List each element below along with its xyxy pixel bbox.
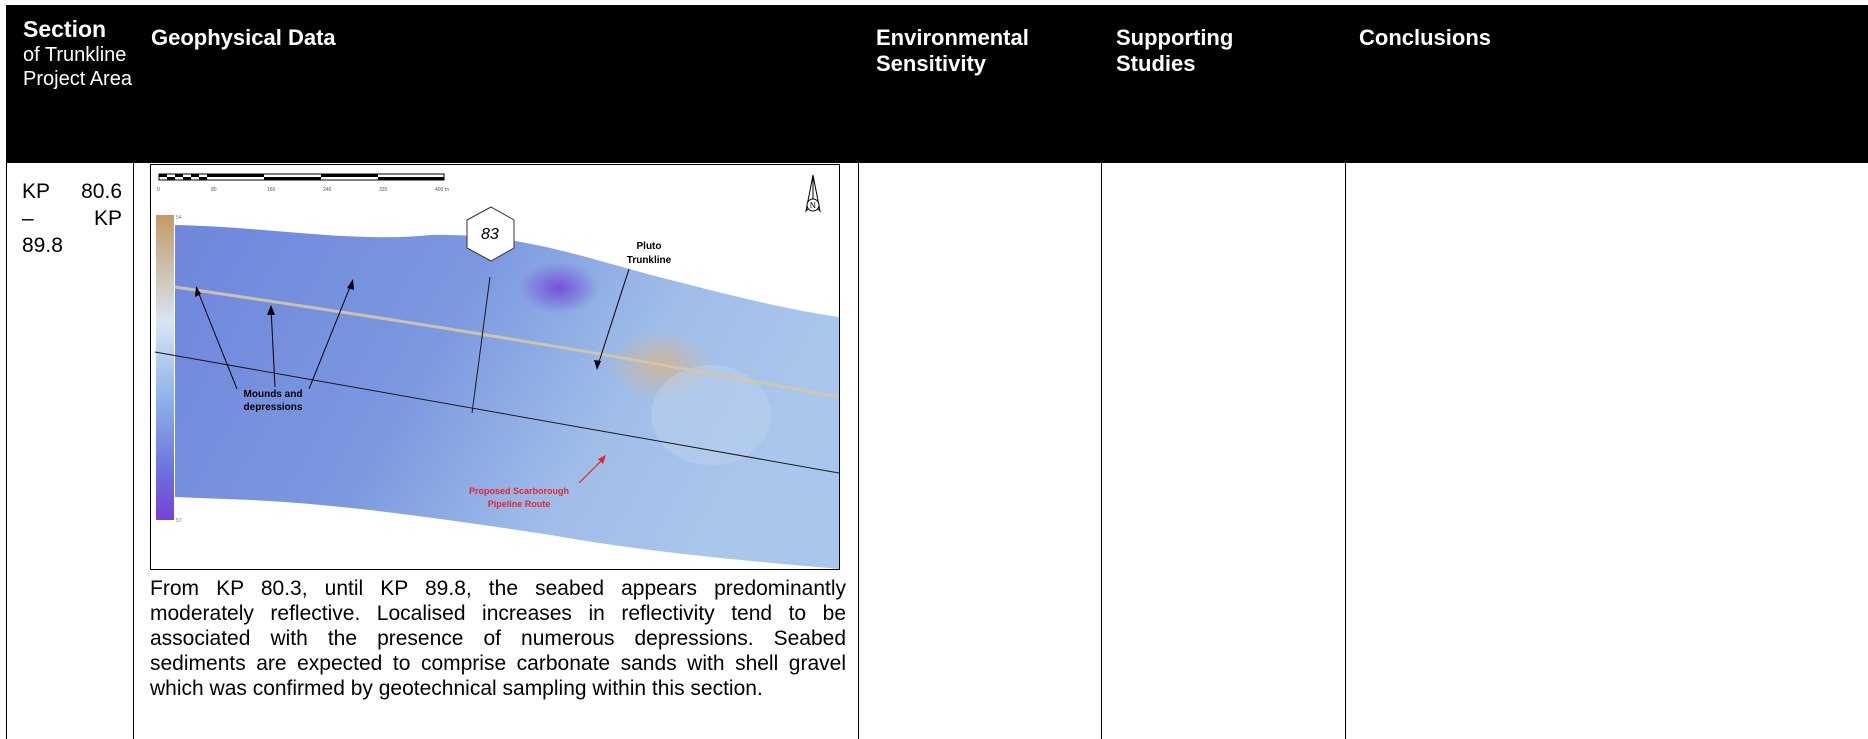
column-divider: [1101, 163, 1102, 739]
header-geophysical-data: Geophysical Data: [151, 25, 336, 50]
depth-tick-label: 54: [176, 215, 182, 221]
proposed-route-line: [154, 351, 839, 474]
scale-tick-label: 0: [157, 187, 160, 193]
north-label: N: [810, 201, 816, 210]
table-header: Section of Trunkline Project Area Geophy…: [6, 5, 1868, 163]
route-label: Proposed Scarborough: [469, 486, 569, 496]
bathymetry-map: 0 80 160 240 320 400 m N 54 55 56 57: [154, 173, 839, 569]
scale-tick-label: 80: [211, 187, 217, 193]
seabed-bathymetry-figure: 0 80 160 240 320 400 m N 54 55 56 57: [150, 164, 840, 570]
kp-marker: 83: [466, 206, 515, 262]
pluto-label: Pluto: [637, 241, 662, 252]
kp-marker-label: 83: [481, 226, 499, 243]
header-section-rest: of Trunkline Project Area: [23, 44, 132, 90]
route-label: Pipeline Route: [488, 499, 551, 509]
mounds-label: Mounds and: [244, 389, 303, 400]
column-divider: [1345, 163, 1346, 739]
column-divider: [133, 163, 134, 739]
header-section-of-trunkline: Section of Trunkline Project Area: [23, 17, 133, 91]
kp-text: 80.6: [81, 180, 122, 203]
header-environmental-sensitivity: Environmental Sensitivity: [876, 25, 1029, 76]
geophysical-description: From KP 80.3, until KP 89.8, the seabed …: [150, 577, 846, 700]
scale-tick-label: 160: [267, 187, 276, 193]
pluto-label: Trunkline: [627, 255, 672, 266]
depth-tick-label: 57: [176, 518, 182, 524]
kp-text: 89.8: [22, 234, 63, 257]
table-border-left: [6, 163, 7, 739]
scale-tick-label: 320: [379, 187, 388, 193]
kp-text: KP: [22, 180, 51, 203]
scale-tick-label: 240: [323, 187, 332, 193]
header-section-bold: Section: [23, 16, 107, 42]
scale-bar: 0 80 160 240 320 400 m: [157, 173, 449, 193]
pluto-trunkline: [174, 285, 839, 399]
column-divider: [858, 163, 859, 739]
north-arrow-icon: N: [805, 174, 821, 213]
kp-text: KP: [93, 207, 122, 230]
scale-tick-label: 400 m: [435, 187, 449, 193]
header-conclusions: Conclusions: [1359, 25, 1492, 50]
header-supporting-studies: Supporting Studies: [1116, 25, 1234, 76]
kp-text: –: [22, 207, 34, 230]
kp-range-cell: KP 80.6 – KP 89.8: [22, 178, 122, 259]
mounds-label: depressions: [244, 402, 303, 413]
